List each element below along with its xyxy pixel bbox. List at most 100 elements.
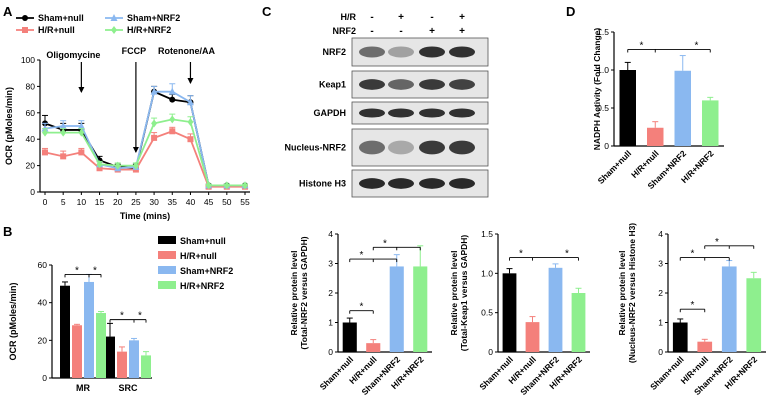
chart-c1-y-tick-label: 0 (328, 347, 333, 357)
chart-a-x-tick-label: 30 (149, 197, 159, 207)
chart-d-y-tick-label: 1.0 (597, 65, 609, 75)
chart-d-h-r-nrf2-bar (702, 100, 719, 146)
chart-c-nucleus-nrf2: 01234Sham+nullH/R+nullSham+NRF2H/R+NRF2*… (617, 223, 766, 397)
chart-d-nadph-activity: 00.51.01.5Sham+nullH/R+nullSham+NRF2H/R+… (592, 27, 724, 191)
blot-gapdh-band (359, 108, 385, 118)
chart-b-mr-h-r-null-bar (72, 325, 82, 378)
chart-a-legend-h-r-nrf2-label: H/R+NRF2 (127, 25, 171, 35)
chart-a-legend-h-r-null-point (22, 27, 28, 33)
chart-c3-h-r-null-bar (697, 341, 713, 352)
panel-label-d: D (566, 4, 575, 19)
chart-b-significance-star: * (75, 265, 79, 276)
chart-a-legend-sham-null-label: Sham+null (38, 13, 84, 23)
chart-a-h-r-nrf2-line (45, 118, 245, 187)
chart-b-mr-h-r-nrf2-bar (96, 313, 106, 378)
chart-c1-y-tick-label: 3 (328, 259, 333, 269)
chart-b-src-h-r-nrf2-bar (141, 355, 151, 378)
blot-lane-sign: + (459, 12, 465, 23)
chart-a-h-r-nrf2-point (169, 115, 176, 124)
chart-b-legend-sham-null-label: Sham+null (180, 236, 226, 246)
chart-c3-significance-star: * (715, 237, 719, 248)
chart-c2-y-tick-label: 0.5 (481, 308, 493, 318)
blot-keap1-band (359, 79, 385, 90)
chart-b-y-tick-label: 60 (38, 260, 48, 270)
chart-a-sham-nrf2-point (186, 98, 194, 106)
chart-c1-y-tick-label: 1 (328, 318, 333, 328)
chart-c3-y-tick-label: 4 (658, 229, 663, 239)
chart-a-x-tick-label: 10 (77, 197, 87, 207)
panel-label-a: A (3, 4, 13, 19)
chart-b-legend-h-r-nrf2-label: H/R+NRF2 (180, 281, 224, 291)
chart-d-sham-null-tick-label: Sham+null (596, 148, 634, 186)
chart-b-src-sham-nrf2-bar (129, 340, 139, 378)
blot-header-h-r: H/R (341, 12, 357, 22)
chart-a-h-r-nrf2-point (223, 181, 230, 190)
chart-c1-h-r-null-bar (366, 343, 381, 352)
chart-b-mr-src-bars: 0 20 40 60 MR SRC * * * * OCR (pMoles/min) Sham+nul… (8, 236, 233, 393)
chart-c2-h-r-nrf2-bar (571, 293, 586, 352)
chart-c1-sham-null-bar (342, 322, 357, 352)
blot-lane-sign: - (370, 26, 373, 37)
chart-c-total-keap1: 00.51.01.5Sham+nullH/R+nullSham+NRF2H/R+… (449, 229, 590, 397)
chart-b-mr-sham-null-bar (60, 285, 70, 378)
chart-c2-significance-star: * (565, 249, 569, 260)
chart-a-annotation-oligomycine-label: Oligomycine (46, 50, 100, 60)
blot-nucleus-nrf2-band (419, 140, 445, 155)
blot-nrf2-band (419, 46, 445, 58)
chart-a-legend-sham-null-point (22, 15, 28, 21)
blot-nrf2-band (359, 46, 385, 58)
blot-gapdh-band (449, 108, 475, 118)
chart-c3-y-tick-label: 0 (658, 347, 663, 357)
chart-a-y-tick-label: 80 (26, 81, 36, 91)
chart-c2-sham-nrf2-bar (548, 267, 563, 352)
panel-label-b: B (3, 224, 12, 239)
chart-d-significance-star: * (640, 40, 644, 51)
chart-b-legend-sham-null-swatch (158, 236, 176, 244)
chart-a-sham-null-line (44, 90, 245, 187)
chart-c2-sham-null-tick-label: Sham+null (477, 354, 515, 392)
chart-a-sham-nrf2-point (168, 87, 176, 95)
chart-b-legend-sham-nrf2-swatch (158, 266, 176, 274)
chart-d-y-tick-label: 0 (604, 141, 609, 151)
chart-a-y-tick-label: 60 (26, 108, 36, 118)
chart-a-annotation-fccp-arrowhead (132, 147, 139, 153)
chart-a-h-r-nrf2-point (205, 181, 212, 190)
chart-a-h-r-nrf2-point (78, 128, 85, 137)
blot-gapdh-band (419, 108, 445, 118)
blot-nrf2-label: NRF2 (322, 47, 346, 57)
chart-b-category-label: SRC (118, 383, 138, 393)
chart-a-h-r-nrf2-point (151, 119, 158, 128)
chart-a-x-tick-label: 35 (168, 197, 178, 207)
chart-a-x-tick-label: 50 (222, 197, 232, 207)
chart-c-total-nrf2: 01234Sham+nullH/R+nullSham+NRF2H/R+NRF2*… (289, 229, 432, 397)
chart-a-h-r-nrf2-point (60, 128, 67, 137)
chart-a-sham-null-point (169, 96, 176, 103)
blot-nucleus-nrf2-band (359, 140, 385, 155)
chart-b-src-h-r-null-bar (117, 351, 127, 378)
chart-b-legend-h-r-nrf2-swatch (158, 281, 176, 289)
chart-c2-h-r-null-bar (525, 322, 540, 352)
chart-d-sham-null-bar (619, 70, 636, 146)
chart-a-x-tick-label: 25 (131, 197, 141, 207)
chart-b-significance-star: * (93, 265, 97, 276)
chart-a-h-r-null-point (187, 136, 194, 143)
chart-a-h-r-null-point (60, 153, 67, 160)
blot-keap1-band (419, 79, 445, 90)
chart-c3-sham-null-bar (672, 322, 688, 352)
chart-a-h-r-null-point (151, 134, 158, 141)
blot-lane-sign: - (370, 12, 373, 23)
chart-c3-significance-star: * (691, 249, 695, 260)
chart-b-y-tick-label: 40 (38, 298, 48, 308)
chart-a-legend-sham-nrf2-label: Sham+NRF2 (127, 13, 180, 23)
chart-a-legend-h-r-nrf2-point (111, 26, 117, 34)
blot-histone-h3-label: Histone H3 (299, 179, 346, 189)
chart-d-y-tick-label: 0.5 (597, 103, 609, 113)
blot-header-nrf2: NRF2 (332, 26, 356, 36)
chart-d-y-axis-label: NADPH Activity (Fold Change) (592, 28, 602, 151)
chart-a-legend-h-r-null-label: H/R+null (38, 25, 75, 35)
blot-nrf2-band (449, 46, 475, 58)
chart-c2-significance-star: * (519, 249, 523, 260)
chart-d-sham-nrf2-bar (674, 70, 691, 146)
chart-c2-y-tick-label: 0 (488, 347, 493, 357)
chart-a-h-r-null-point (42, 149, 48, 156)
